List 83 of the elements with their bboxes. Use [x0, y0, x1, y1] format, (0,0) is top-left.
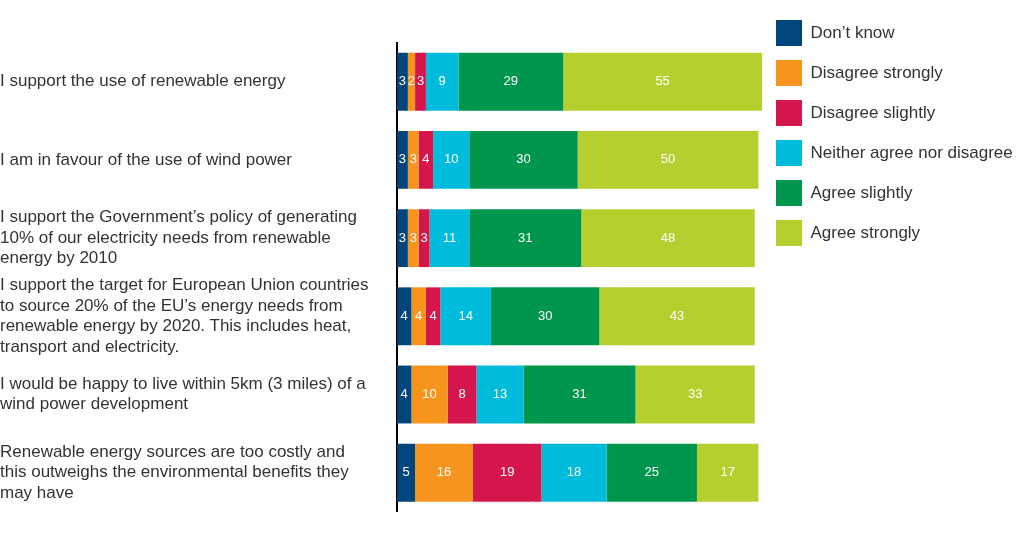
bar: [397, 52, 408, 111]
bar: [599, 287, 755, 346]
data-label: 31: [572, 386, 587, 402]
data-label: 29: [503, 73, 519, 89]
bar: [447, 365, 477, 424]
data-label: 4: [400, 386, 408, 402]
bar: [635, 365, 755, 424]
bar: [407, 209, 419, 268]
bar: [407, 130, 419, 189]
bar: [523, 365, 636, 424]
bar: [577, 130, 759, 189]
bar: [415, 443, 473, 502]
y-tick-label: I support the Government’s policy of generating 10% of our electricity needs from renewable energy by 2010: [0, 207, 357, 268]
bar: [581, 209, 755, 268]
data-label: 55: [655, 73, 670, 89]
bar: [397, 209, 408, 268]
data-label: 31: [518, 229, 533, 245]
data-label: 33: [687, 386, 703, 402]
bar: [541, 443, 607, 502]
data-label: 30: [537, 307, 553, 323]
bar: [696, 443, 759, 502]
data-label: 10: [443, 151, 459, 167]
data-label: 3: [409, 151, 417, 167]
data-label: 3: [398, 151, 407, 167]
y-tick-label: I support the target for European Union countries to source 20% of the EU’s energy needs from renewable energy by 2020. This includes heat, transport and electricity.: [0, 275, 369, 356]
bar: [411, 365, 448, 424]
bar: [440, 287, 491, 346]
data-label: 3: [398, 229, 407, 245]
data-label: 3: [420, 229, 428, 245]
bar: [415, 52, 426, 111]
data-label: 5: [402, 464, 410, 480]
y-tick-label: I support the use of renewable energy: [0, 71, 286, 91]
bar: [469, 130, 578, 189]
data-label: 30: [516, 151, 531, 167]
data-label: 43: [669, 307, 685, 323]
data-label: 9: [438, 73, 446, 89]
data-label: 3: [416, 73, 425, 89]
bar: [425, 52, 459, 111]
data-label: 17: [720, 464, 735, 480]
legend-label: Agree strongly: [810, 222, 921, 242]
bar: [563, 52, 762, 111]
legend-label: Disagree slightly: [810, 102, 936, 122]
bar: [429, 209, 470, 268]
data-label: 4: [429, 307, 437, 323]
legend-label: Disagree strongly: [810, 62, 944, 82]
data-label: 3: [398, 73, 407, 89]
bar: [418, 209, 430, 268]
bar: [472, 443, 542, 502]
data-label: 8: [458, 386, 466, 402]
data-label: 10: [422, 386, 437, 402]
bar: [397, 365, 412, 424]
bar: [397, 443, 416, 502]
data-label: 13: [492, 386, 508, 402]
data-label: 14: [458, 307, 473, 323]
data-label: 4: [415, 307, 423, 323]
y-tick-label: Renewable energy sources are too costly and this outweighs the environmental benefits they may have: [0, 441, 350, 502]
data-label: 50: [660, 151, 676, 167]
data-label: 4: [422, 151, 430, 167]
legend-label: Agree slightly: [810, 182, 914, 202]
bar: [397, 287, 412, 346]
data-label: 4: [400, 307, 408, 323]
data-label: 48: [660, 229, 676, 245]
y-tick-label: I would be happy to live within 5km (3 miles) of a wind power development: [0, 373, 367, 414]
bar: [469, 209, 582, 268]
bar: [458, 52, 564, 111]
bar: [425, 287, 441, 346]
bar: [433, 130, 470, 189]
data-label: 11: [442, 229, 457, 245]
bar: [606, 443, 697, 502]
legend-label: Neither agree nor disagree: [810, 142, 1013, 162]
data-label: 25: [644, 464, 660, 480]
data-label: 3: [409, 229, 417, 245]
bar: [476, 365, 524, 424]
data-label: 16: [436, 464, 452, 480]
bar: [397, 130, 408, 189]
y-tick-label: I am in favour of the use of wind power: [0, 149, 293, 169]
data-label: 2: [407, 73, 416, 89]
data-label: 19: [499, 464, 515, 480]
bar: [490, 287, 600, 346]
data-label: 18: [566, 464, 582, 480]
bar: [411, 287, 426, 346]
bar: [418, 130, 434, 189]
legend-label: Don’t know: [810, 22, 896, 42]
